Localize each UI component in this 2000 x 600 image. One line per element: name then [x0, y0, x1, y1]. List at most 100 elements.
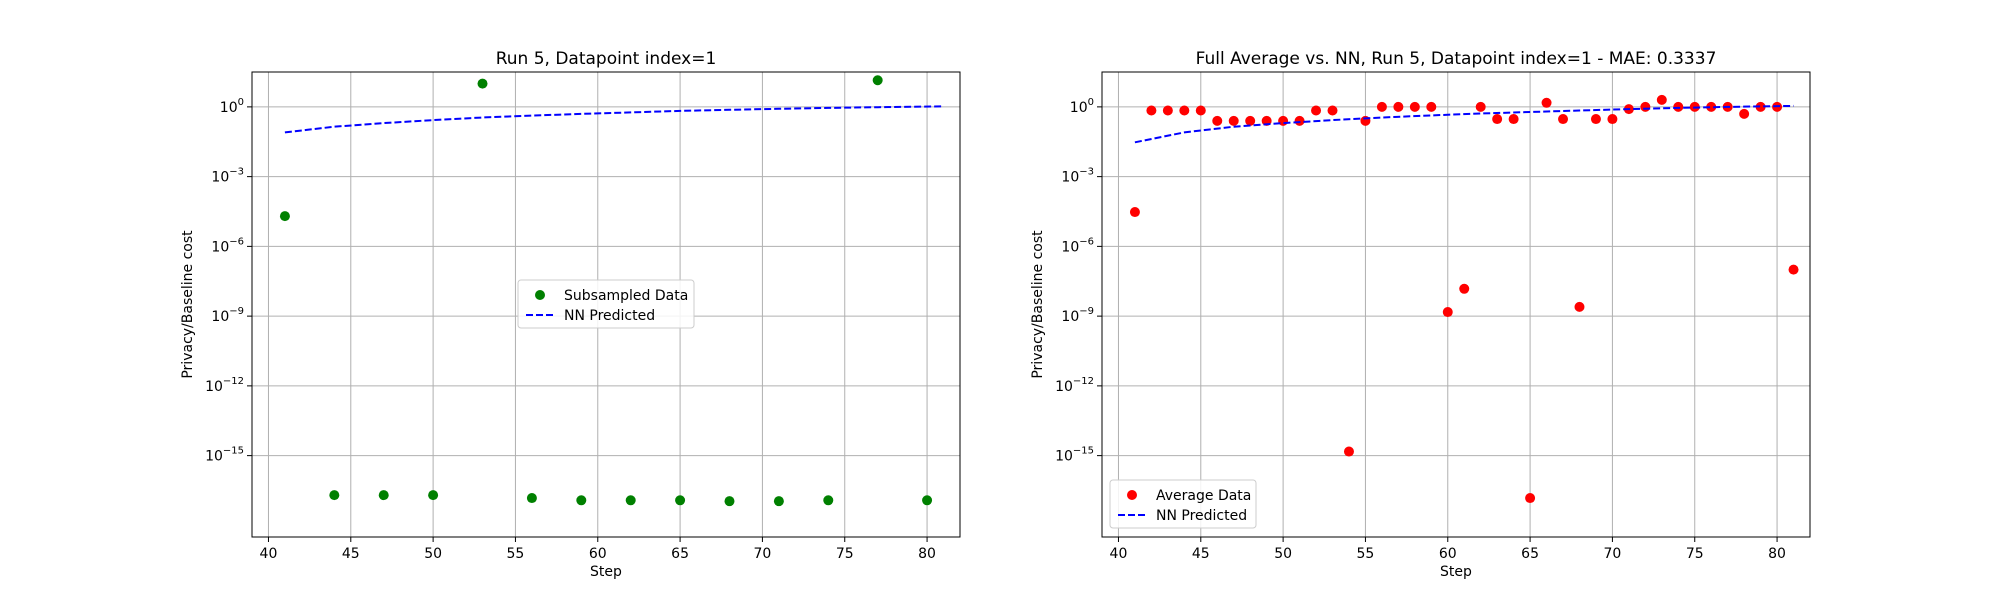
series-line-nn-predicted [284, 105, 944, 134]
data-point [1409, 101, 1420, 112]
y-tick-label: 10−15 [1055, 446, 1094, 465]
data-point [1755, 101, 1766, 112]
data-point [1195, 105, 1206, 116]
plot-area [1102, 72, 1810, 537]
chart-title: Run 5, Datapoint index=1 [496, 49, 717, 69]
data-point [1442, 307, 1453, 318]
legend-marker-swatch [535, 290, 545, 300]
x-tick-label: 75 [1686, 546, 1704, 562]
x-tick-label: 60 [1439, 546, 1457, 562]
left-chart-panel: 40 45 50 55 60 65 70 75 80 100 10−3 10−6 10−9 10−12 10… [180, 49, 961, 580]
data-point [1673, 101, 1684, 112]
plot-frame [251, 71, 961, 538]
data-point [1311, 105, 1322, 116]
x-tick-label: 50 [424, 546, 442, 562]
data-point [1146, 105, 1157, 116]
y-tick-label: 10−3 [1061, 167, 1094, 186]
legend-entry-label: NN Predicted [1156, 508, 1247, 524]
data-point [922, 495, 933, 506]
legend-marker-swatch [1127, 490, 1137, 500]
data-point [1179, 105, 1190, 116]
data-point [1162, 105, 1173, 116]
data-point [1475, 101, 1486, 112]
data-point [1590, 114, 1601, 125]
x-tick-label: 80 [1768, 546, 1786, 562]
data-point [477, 78, 488, 89]
y-tick-label: 10−6 [1061, 236, 1094, 255]
x-tick-label: 65 [1521, 546, 1539, 562]
legend-entry-label: NN Predicted [564, 308, 655, 324]
plot-frame [1101, 71, 1811, 538]
x-axis-label: Step [590, 564, 622, 580]
data-point [1574, 301, 1585, 312]
data-point [1558, 114, 1569, 125]
x-tick-label: 80 [918, 546, 936, 562]
data-point [1245, 115, 1256, 126]
data-point [1525, 493, 1536, 504]
x-tick-label: 55 [1357, 546, 1375, 562]
x-tick-label: 45 [1192, 546, 1210, 562]
chart-title: Full Average vs. NN, Run 5, Datapoint in… [1196, 49, 1717, 69]
y-tick-label: 10−15 [205, 446, 244, 465]
y-axis-label: Privacy/Baseline cost [180, 230, 196, 379]
data-point [675, 495, 686, 506]
legend: Average Data NN Predicted [1109, 479, 1257, 529]
x-tick-label: 65 [671, 546, 689, 562]
data-point [1788, 264, 1799, 275]
x-axis-label: Step [1440, 564, 1472, 580]
data-point [378, 490, 389, 501]
data-point [1212, 115, 1223, 126]
y-tick-label: 100 [220, 97, 244, 116]
data-point [823, 495, 834, 506]
x-tick-label: 70 [754, 546, 772, 562]
x-tick-label: 50 [1274, 546, 1292, 562]
x-tick-label: 45 [342, 546, 360, 562]
data-point [1426, 101, 1437, 112]
data-point [1393, 101, 1404, 112]
data-point [1228, 115, 1239, 126]
y-tick-label: 10−9 [1061, 306, 1094, 325]
data-point [724, 496, 735, 507]
legend-box [517, 279, 695, 329]
data-point [576, 495, 587, 506]
legend: Subsampled Data NN Predicted [517, 279, 695, 329]
x-tick-label: 75 [836, 546, 854, 562]
data-point [1508, 114, 1519, 125]
x-tick-label: 70 [1604, 546, 1622, 562]
data-point [1706, 101, 1717, 112]
data-point [1541, 97, 1552, 108]
data-point [1492, 114, 1503, 125]
right-chart-panel: 40 45 50 55 60 65 70 75 80 100 10−3 10−6 10−9 10−12 10… [1030, 49, 1811, 580]
data-point [1739, 108, 1750, 119]
data-point [625, 495, 636, 506]
data-point [279, 211, 290, 222]
legend-box [1109, 479, 1257, 529]
data-point [872, 75, 883, 86]
y-tick-label: 10−9 [211, 306, 244, 325]
y-tick-label: 10−3 [211, 167, 244, 186]
y-tick-label: 10−6 [211, 236, 244, 255]
data-point [773, 496, 784, 507]
legend-entry-label: Average Data [1156, 488, 1251, 504]
data-point [329, 490, 340, 501]
data-point [1327, 105, 1338, 116]
data-point [1129, 207, 1140, 218]
legend-entry-label: Subsampled Data [564, 288, 688, 304]
data-point [428, 490, 439, 501]
data-point [1278, 115, 1289, 126]
x-tick-label: 40 [1110, 546, 1128, 562]
data-point [1343, 446, 1354, 457]
data-point [1656, 94, 1667, 105]
data-point [1640, 101, 1651, 112]
x-tick-label: 40 [260, 546, 278, 562]
series-line-nn-predicted [1134, 104, 1794, 144]
y-tick-label: 10−12 [205, 376, 244, 395]
y-axis-label: Privacy/Baseline cost [1030, 230, 1046, 379]
y-tick-label: 100 [1070, 97, 1094, 116]
y-tick-label: 10−12 [1055, 376, 1094, 395]
data-point [1376, 101, 1387, 112]
data-point [1459, 283, 1470, 294]
data-point [1607, 114, 1618, 125]
x-tick-label: 60 [589, 546, 607, 562]
